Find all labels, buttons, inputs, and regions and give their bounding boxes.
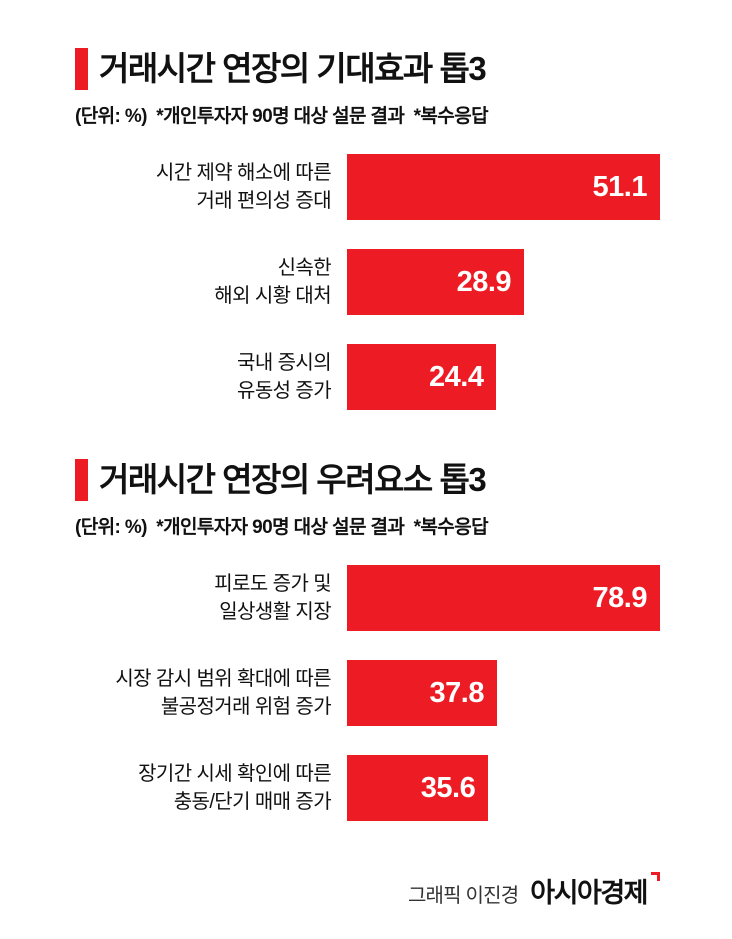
bar-track: 28.9 xyxy=(347,249,660,315)
bar-row: 시장 감시 범위 확대에 따른 불공정거래 위험 증가 37.8 xyxy=(75,660,660,726)
brand-logo: 아시아경제 xyxy=(530,871,660,910)
category-label-line: 거래 편의성 증대 xyxy=(196,190,331,212)
bar: 37.8 xyxy=(347,660,497,726)
chart-title-row: 거래시간 연장의 우려요소 톱3 xyxy=(75,459,660,501)
category-label-line: 시장 감시 범위 확대에 따른 xyxy=(115,668,331,690)
category-label: 신속한 해외 시황 대처 xyxy=(75,254,347,310)
bar-row: 피로도 증가 및 일상생활 지장 78.9 xyxy=(75,565,660,631)
category-label: 시간 제약 해소에 따른 거래 편의성 증대 xyxy=(75,159,347,215)
category-label-line: 일상생활 지장 xyxy=(219,601,331,623)
category-label-line: 국내 증시의 xyxy=(237,352,332,374)
bar: 28.9 xyxy=(347,249,525,315)
bar-value: 24.4 xyxy=(429,360,484,393)
footer: 그래픽 이진경 아시아경제 xyxy=(75,871,660,910)
bar-row: 국내 증시의 유동성 증가 24.4 xyxy=(75,344,660,410)
bar-value: 37.8 xyxy=(429,676,485,709)
chart-subtitle: (단위: %) *개인투자자 90명 대상 설문 결과 *복수응답 xyxy=(75,106,489,127)
title-accent-bar xyxy=(75,48,88,90)
bar: 51.1 xyxy=(347,154,660,220)
bar-row: 시간 제약 해소에 따른 거래 편의성 증대 51.1 xyxy=(75,154,660,220)
chart-title: 거래시간 연장의 기대효과 톱3 xyxy=(99,50,487,88)
brand-logo-mark xyxy=(651,872,660,881)
bar-row: 신속한 해외 시황 대처 28.9 xyxy=(75,249,660,315)
chart-title-row: 거래시간 연장의 기대효과 톱3 xyxy=(75,48,660,90)
bar: 35.6 xyxy=(347,755,489,821)
bar-track: 78.9 xyxy=(347,565,660,631)
category-label: 장기간 시세 확인에 따른 충동/단기 매매 증가 xyxy=(75,760,347,816)
chart-concerns: 거래시간 연장의 우려요소 톱3 (단위: %) *개인투자자 90명 대상 설… xyxy=(75,459,660,821)
category-label: 국내 증시의 유동성 증가 xyxy=(75,349,347,405)
category-label: 피로도 증가 및 일상생활 지장 xyxy=(75,570,347,626)
chart-title: 거래시간 연장의 우려요소 톱3 xyxy=(99,461,487,499)
bar-value: 78.9 xyxy=(592,581,648,614)
category-label-line: 시간 제약 해소에 따른 xyxy=(155,162,332,184)
bar-value: 28.9 xyxy=(456,265,512,298)
category-label-line: 해외 시황 대처 xyxy=(214,285,331,307)
bar-value: 35.6 xyxy=(420,771,476,804)
category-label-line: 신속한 xyxy=(277,257,332,279)
bar-row: 장기간 시세 확인에 따른 충동/단기 매매 증가 35.6 xyxy=(75,755,660,821)
category-label-line: 장기간 시세 확인에 따른 xyxy=(138,763,331,785)
chart-expected-effects: 거래시간 연장의 기대효과 톱3 (단위: %) *개인투자자 90명 대상 설… xyxy=(75,48,660,410)
category-label-line: 불공정거래 위험 증가 xyxy=(160,696,332,718)
category-label-line: 유동성 증가 xyxy=(237,380,332,402)
bar-track: 35.6 xyxy=(347,755,660,821)
credit-text: 그래픽 이진경 xyxy=(407,885,519,907)
brand-text: 아시아경제 xyxy=(530,878,648,908)
category-label-line: 충동/단기 매매 증가 xyxy=(173,791,332,813)
chart-subtitle: (단위: %) *개인투자자 90명 대상 설문 결과 *복수응답 xyxy=(75,517,489,538)
category-label: 시장 감시 범위 확대에 따른 불공정거래 위험 증가 xyxy=(75,665,347,721)
title-accent-bar xyxy=(75,459,88,501)
bar-track: 51.1 xyxy=(347,154,660,220)
bar-value: 51.1 xyxy=(592,170,648,203)
bar: 24.4 xyxy=(347,344,497,410)
bar-track: 24.4 xyxy=(347,344,660,410)
bar-track: 37.8 xyxy=(347,660,660,726)
bar: 78.9 xyxy=(347,565,660,631)
category-label-line: 피로도 증가 및 xyxy=(214,573,331,595)
